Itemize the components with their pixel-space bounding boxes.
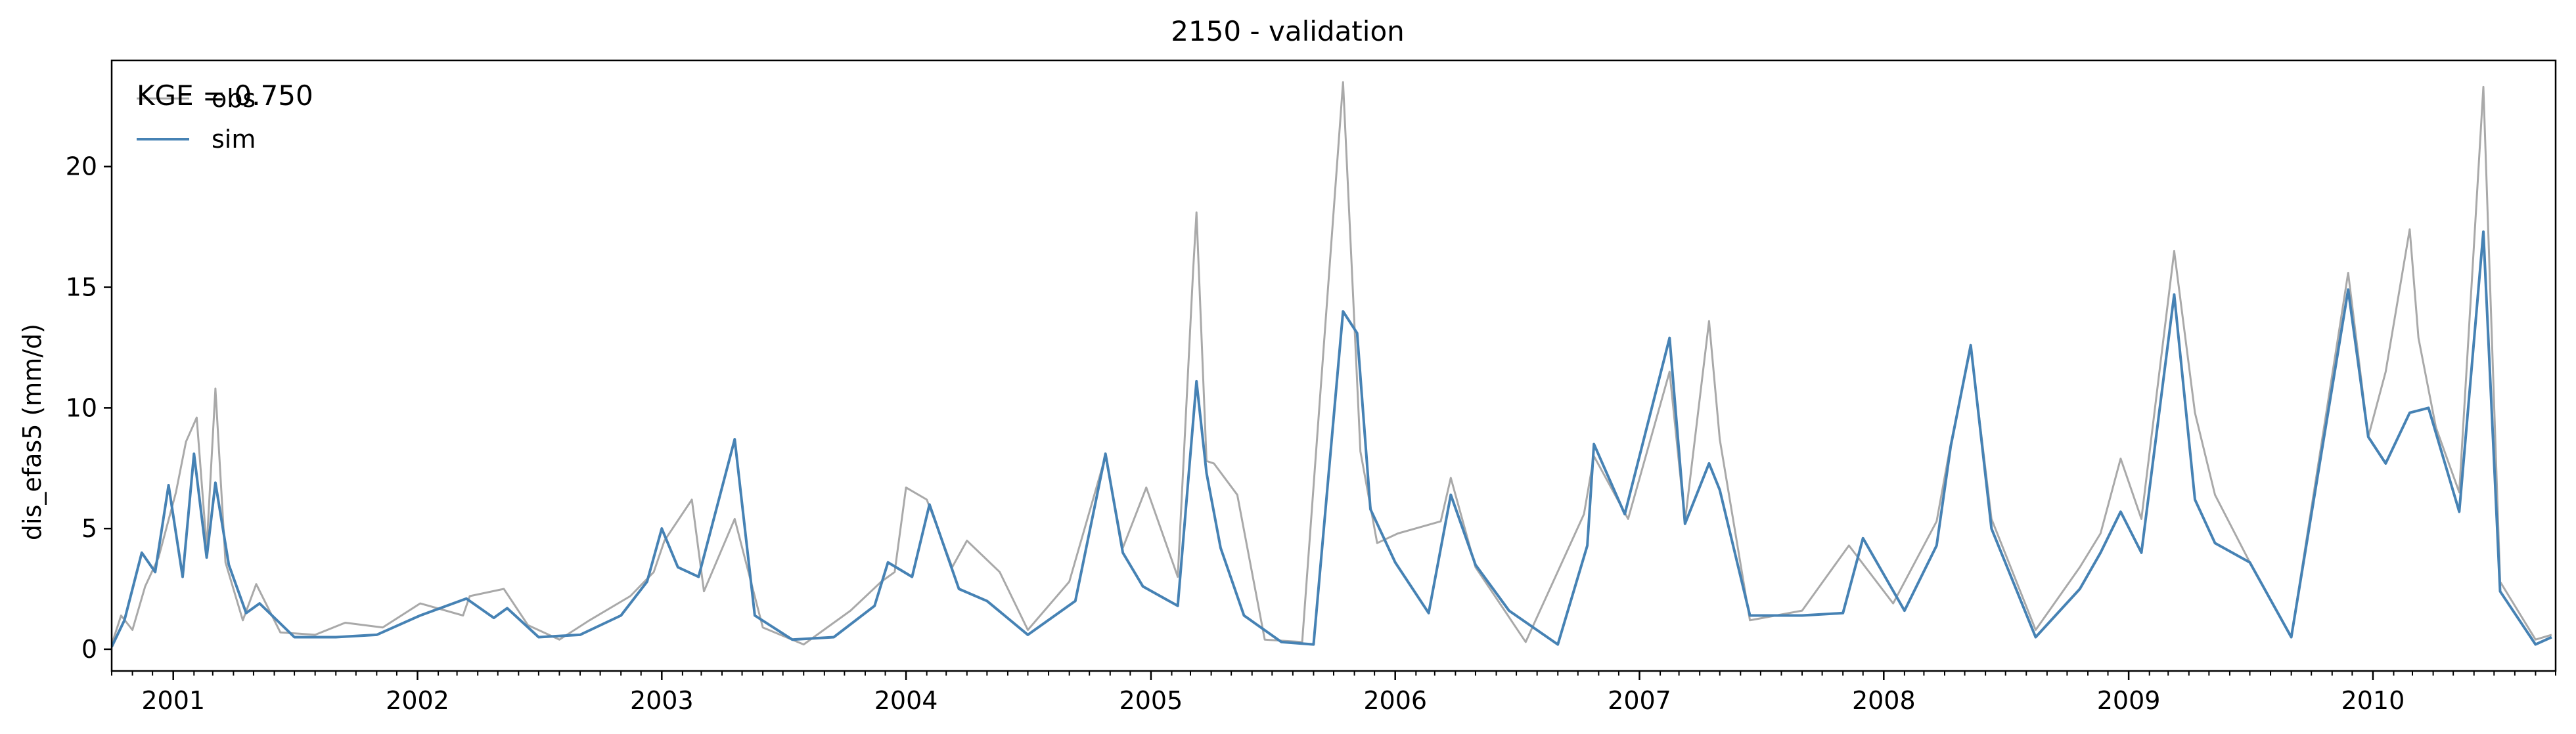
y-axis-label: dis_efas5 (mm/d)	[18, 324, 47, 540]
y-tick-label: 10	[66, 393, 97, 422]
kge-annotation: KGE = 0.750	[137, 79, 313, 112]
legend-label-obs: obs	[212, 84, 256, 113]
x-tick-label: 2001	[141, 686, 205, 715]
x-tick-label: 2005	[1119, 686, 1183, 715]
chart-title: 2150 - validation	[1171, 15, 1405, 47]
x-tick-label: 2007	[1608, 686, 1671, 715]
x-tick-label: 2010	[2341, 686, 2405, 715]
x-tick-label: 2008	[1852, 686, 1916, 715]
x-tick-label: 2009	[2097, 686, 2161, 715]
y-tick-label: 5	[81, 514, 97, 543]
x-tick-label: 2003	[630, 686, 694, 715]
series-line-sim	[112, 230, 2552, 648]
series-line-obs	[112, 81, 2552, 646]
x-tick-label: 2004	[874, 686, 938, 715]
legend-label-sim: sim	[212, 125, 256, 154]
legend: obs sim	[137, 84, 256, 154]
y-tick-label: 20	[66, 152, 97, 181]
x-tick-label: 2006	[1363, 686, 1427, 715]
y-tick-label: 0	[81, 635, 97, 664]
y-tick-label: 15	[66, 273, 97, 302]
x-tick-label: 2002	[386, 686, 449, 715]
